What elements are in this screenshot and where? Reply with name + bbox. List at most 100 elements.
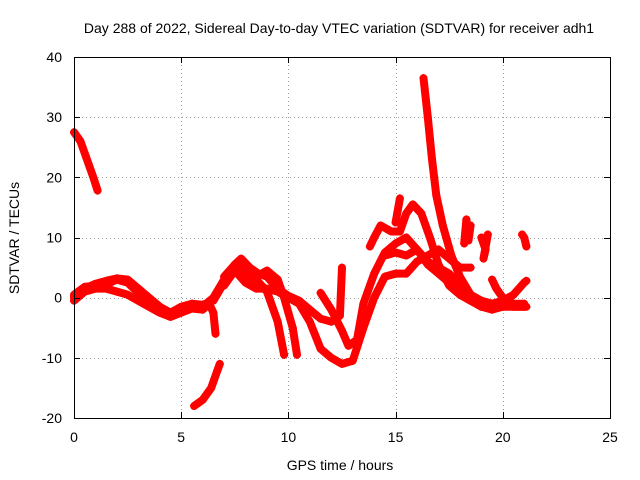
series-arc-12 <box>391 194 404 227</box>
series-arc-11 <box>419 74 529 313</box>
data-point <box>288 323 297 332</box>
data-point <box>464 236 473 245</box>
data-point <box>423 257 432 266</box>
data-point <box>145 302 154 311</box>
data-point <box>455 272 464 281</box>
data-point <box>365 242 374 251</box>
data-point <box>408 200 417 209</box>
data-point <box>112 287 121 296</box>
data-point <box>417 209 426 218</box>
data-point <box>425 233 434 242</box>
data-point <box>477 302 486 311</box>
data-point <box>230 266 239 275</box>
series-arc-5 <box>70 284 220 338</box>
data-point <box>488 275 497 284</box>
data-point <box>477 233 486 242</box>
series-arc-6 <box>220 260 301 359</box>
data-point <box>359 299 368 308</box>
data-point <box>273 317 282 326</box>
data-point <box>387 227 396 236</box>
data-point <box>432 191 441 200</box>
data-point <box>391 269 400 278</box>
x-tick-label: 5 <box>177 429 185 445</box>
data-point <box>402 233 411 242</box>
data-point <box>187 304 196 313</box>
data-point <box>262 266 271 275</box>
data-point <box>134 288 143 297</box>
data-point <box>402 209 411 218</box>
data-point <box>488 304 497 313</box>
data-point <box>481 245 490 254</box>
data-point <box>123 290 132 299</box>
data-point <box>220 281 229 290</box>
data-point <box>237 254 246 263</box>
series-trace <box>220 260 301 359</box>
data-point <box>209 308 218 317</box>
data-point <box>292 350 301 359</box>
data-point <box>211 329 220 338</box>
data-point <box>509 290 518 299</box>
x-tick-label: 0 <box>70 429 78 445</box>
data-point <box>252 272 261 281</box>
data-point <box>252 284 261 293</box>
data-point <box>338 263 346 272</box>
data-point <box>479 254 488 263</box>
data-point <box>295 299 304 308</box>
series-arc-15 <box>488 275 518 308</box>
axis-ticks: 0 5 10 15 20 25 -20 -10 0 10 20 30 40 <box>42 49 618 445</box>
series-arc-1 <box>70 128 102 195</box>
series-trace <box>70 284 220 338</box>
data-point <box>112 275 121 284</box>
data-point <box>273 287 282 296</box>
data-point <box>284 293 293 302</box>
data-point <box>327 353 336 362</box>
data-point <box>370 269 379 278</box>
data-point <box>273 275 282 284</box>
data-point <box>402 251 411 260</box>
data-point <box>338 326 346 335</box>
data-point <box>466 221 475 230</box>
data-point <box>198 305 207 314</box>
data-point <box>395 227 404 236</box>
data-point <box>241 278 250 287</box>
data-point <box>391 218 400 227</box>
x-tick-label: 15 <box>388 429 404 445</box>
data-point <box>76 137 85 146</box>
data-point <box>423 113 432 122</box>
x-tick-label: 20 <box>495 429 511 445</box>
data-point <box>82 155 91 164</box>
data-point <box>353 335 362 344</box>
x-tick-label: 10 <box>281 429 297 445</box>
data-point <box>316 314 325 323</box>
data-point <box>177 308 186 317</box>
data-point <box>348 356 357 365</box>
series-arc-2 <box>190 359 224 410</box>
data-point <box>370 233 379 242</box>
y-tick-label: 30 <box>46 109 62 125</box>
data-point <box>198 395 207 404</box>
data-point <box>395 194 404 203</box>
data-point <box>413 257 422 266</box>
data-point <box>483 230 492 239</box>
data-point <box>522 276 531 285</box>
data-point <box>380 272 389 281</box>
data-point <box>413 245 422 254</box>
data-point <box>462 215 471 224</box>
chart-title: Day 288 of 2022, Sidereal Day-to-day VTE… <box>84 20 594 36</box>
data-point <box>380 251 389 260</box>
data-point <box>262 284 271 293</box>
data-series <box>70 74 531 410</box>
y-tick-label: -10 <box>42 350 62 366</box>
data-point <box>134 296 143 305</box>
data-point <box>93 186 102 195</box>
data-point <box>89 173 98 182</box>
data-point <box>91 284 100 293</box>
data-point <box>520 302 529 311</box>
data-point <box>166 312 175 321</box>
y-tick-label: 40 <box>46 49 62 65</box>
data-point <box>402 269 411 278</box>
y-tick-label: 10 <box>46 230 62 246</box>
data-point <box>460 239 469 248</box>
data-point <box>207 383 216 392</box>
